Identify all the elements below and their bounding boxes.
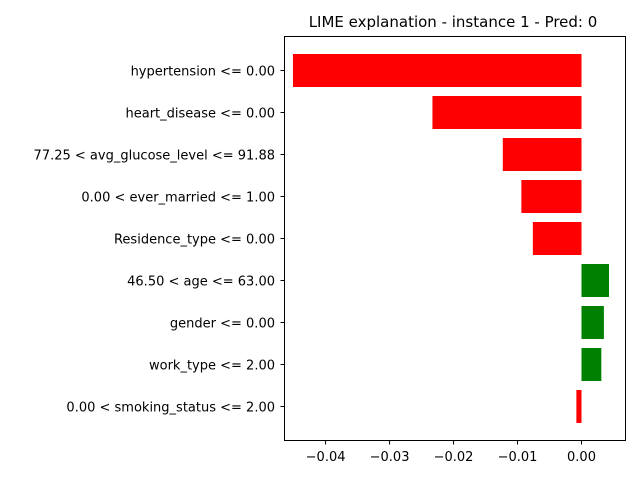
y-tick-label: gender <= 0.00: [170, 317, 275, 332]
y-tick-label: 0.00 < ever_married <= 1.00: [81, 191, 275, 206]
bars-layer: [292, 54, 610, 423]
x-tick-label: −0.02: [434, 450, 474, 465]
chart-title: LIME explanation - instance 1 - Pred: 0: [309, 13, 598, 31]
x-tick-label: −0.03: [370, 450, 410, 465]
bar-5: [532, 222, 582, 255]
bar-4: [521, 180, 582, 213]
bar-9: [576, 390, 582, 423]
x-tick-label: −0.04: [306, 450, 346, 465]
y-tick-label: 77.25 < avg_glucose_level <= 91.88: [34, 149, 275, 164]
x-tick-label: −0.01: [498, 450, 538, 465]
bar-8: [581, 348, 602, 381]
y-tick-label: work_type <= 2.00: [149, 359, 275, 374]
axes-frame: [284, 36, 626, 441]
x-tick-layer: −0.04 −0.03 −0.02 −0.01 0.00: [306, 440, 596, 465]
bar-1: [292, 54, 582, 87]
y-tick-label: hypertension <= 0.00: [131, 65, 275, 80]
y-tick-label: 46.50 < age <= 63.00: [127, 275, 275, 290]
bar-6: [581, 264, 610, 297]
y-tick-label: 0.00 < smoking_status <= 2.00: [66, 401, 275, 416]
bar-3: [502, 138, 582, 171]
y-tick-label: heart_disease <= 0.00: [125, 107, 275, 122]
bar-7: [581, 306, 604, 339]
x-tick-label: 0.00: [567, 450, 596, 465]
bar-2: [432, 96, 582, 129]
y-tick-label: Residence_type <= 0.00: [114, 233, 275, 248]
y-tick-layer: hypertension <= 0.00 heart_disease <= 0.0…: [34, 65, 285, 416]
